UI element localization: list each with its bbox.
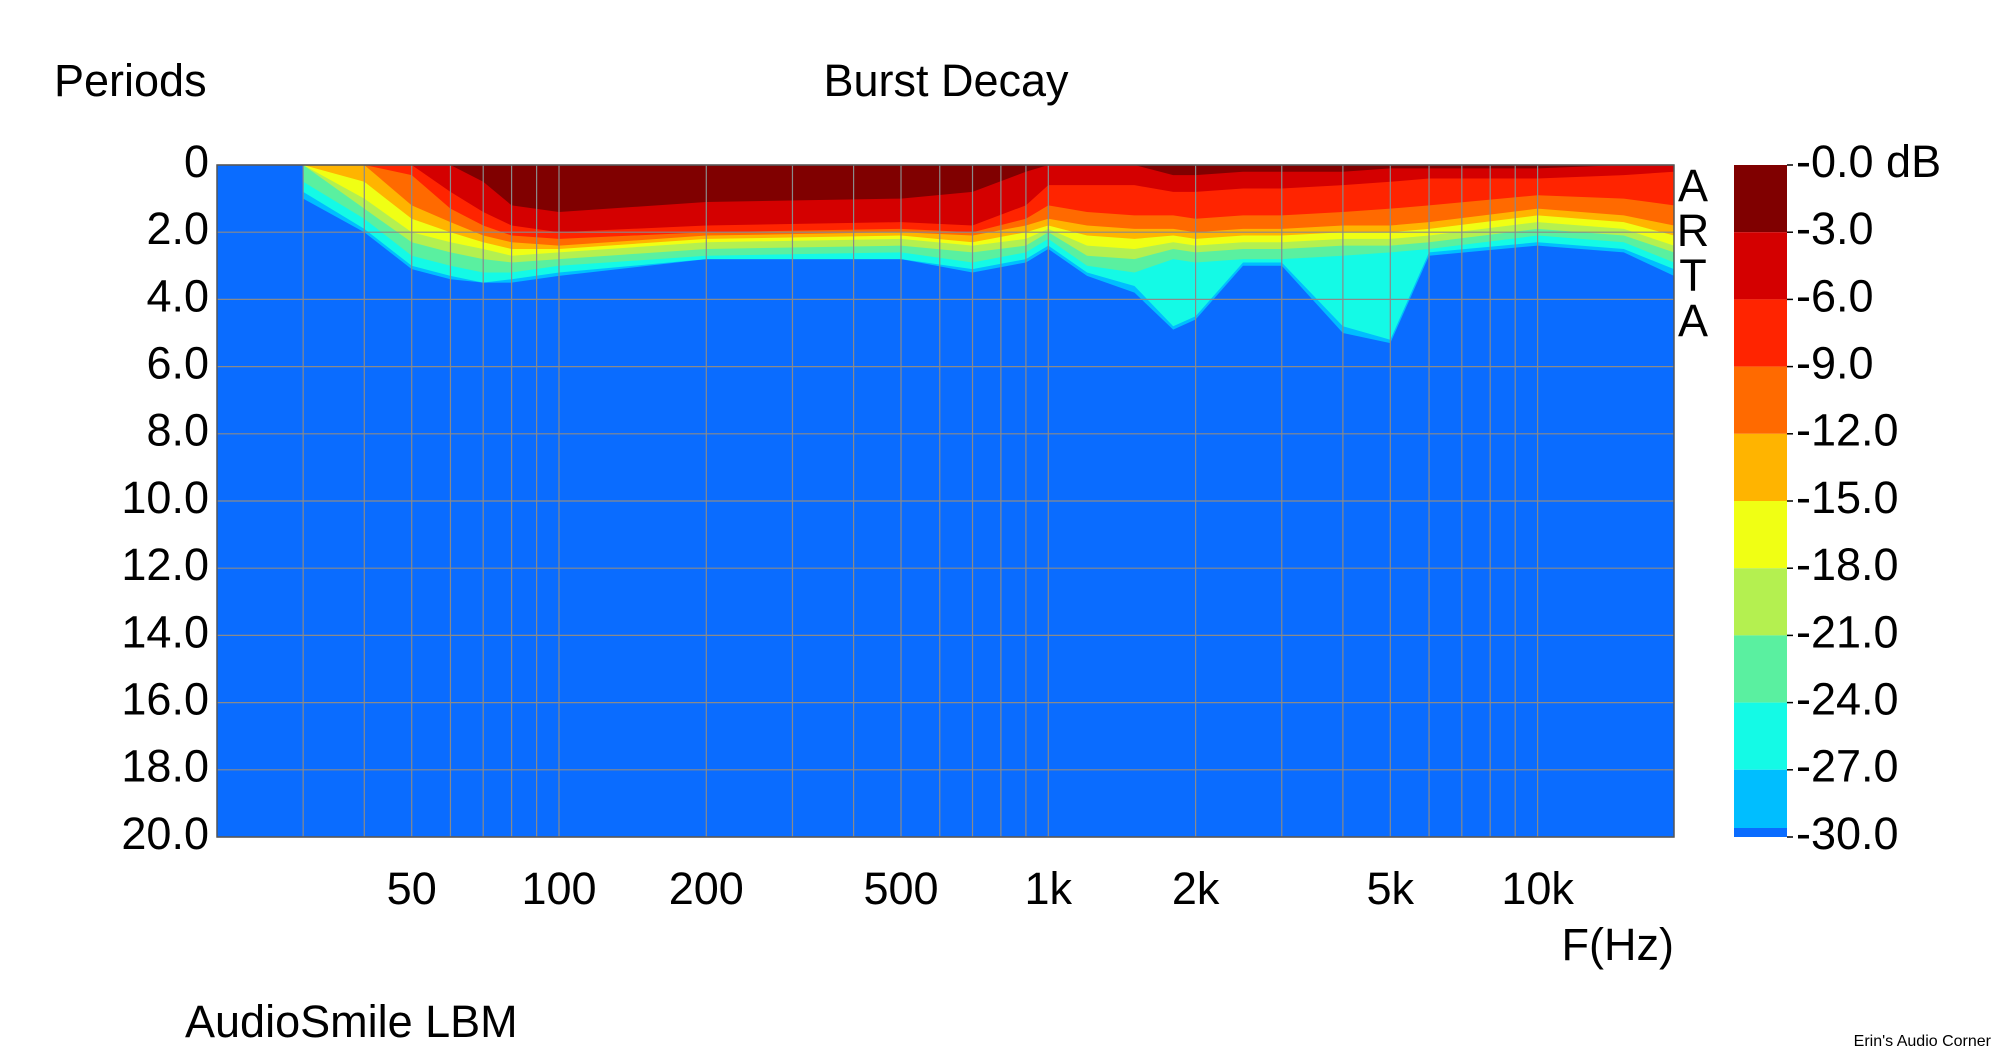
- colorbar-band: [1734, 568, 1787, 636]
- colorbar-band: [1734, 635, 1787, 703]
- colorbar-band: [1734, 299, 1787, 367]
- colorbar-label: -9.0: [1796, 337, 1874, 388]
- colorbar-label: -21.0: [1796, 606, 1899, 657]
- colorbar-label: -3.0: [1796, 203, 1874, 254]
- colorbar-label: -18.0: [1796, 539, 1899, 590]
- y-tick-label: 0: [184, 136, 209, 187]
- y-tick-label: 16.0: [121, 673, 209, 724]
- x-tick-label: 100: [521, 863, 596, 914]
- colorbar-band: [1734, 366, 1787, 434]
- colorbar-label: -24.0: [1796, 673, 1899, 724]
- x-tick-label: 50: [387, 863, 437, 914]
- colorbar-band: [1734, 232, 1787, 300]
- colorbar-label: -6.0: [1796, 270, 1874, 321]
- x-tick-label: 1k: [1025, 863, 1073, 914]
- x-tick-label: 500: [863, 863, 938, 914]
- watermark-letter: T: [1679, 250, 1707, 301]
- watermark-letter: A: [1678, 160, 1708, 211]
- colorbar-band: [1734, 769, 1787, 837]
- plot-border: [216, 164, 1675, 838]
- decay-band: [303, 165, 1675, 213]
- x-tick-label: 200: [669, 863, 744, 914]
- y-tick-label: 4.0: [146, 270, 209, 321]
- colorbar-label: -27.0: [1796, 741, 1899, 792]
- y-tick-label: 10.0: [121, 472, 209, 523]
- y-tick-label: 14.0: [121, 606, 209, 657]
- x-tick-label: 10k: [1501, 863, 1574, 914]
- footer: AudioSmile LBM: [185, 996, 518, 1047]
- y-tick-label: 8.0: [146, 405, 209, 456]
- x-tick-label: 2k: [1172, 863, 1220, 914]
- y-tick-label: 6.0: [146, 337, 209, 388]
- colorbar-label: -30.0: [1796, 808, 1899, 859]
- x-axis-label: F(Hz): [1562, 919, 1674, 970]
- colorbar-band: [1734, 702, 1787, 770]
- credit: Erin's Audio Corner: [1854, 1033, 1992, 1050]
- y-tick-label: 18.0: [121, 741, 209, 792]
- colorbar-band: [1734, 501, 1787, 569]
- y-tick-label: 2.0: [146, 203, 209, 254]
- colorbar-band: [1734, 165, 1787, 233]
- colorbar-band: [1734, 433, 1787, 501]
- chart-title: Burst Decay: [823, 55, 1069, 106]
- y-axis-label: Periods: [54, 55, 207, 106]
- y-tick-label: 20.0: [121, 808, 209, 859]
- y-tick-label: 12.0: [121, 539, 209, 590]
- watermark-letter: A: [1678, 295, 1708, 346]
- colorbar-floor: [1734, 828, 1787, 837]
- colorbar-label: -12.0: [1796, 405, 1899, 456]
- colorbar-label: -0.0 dB: [1796, 136, 1941, 187]
- x-tick-label: 5k: [1367, 863, 1415, 914]
- watermark-letter: R: [1677, 205, 1710, 256]
- colorbar-label: -15.0: [1796, 472, 1899, 523]
